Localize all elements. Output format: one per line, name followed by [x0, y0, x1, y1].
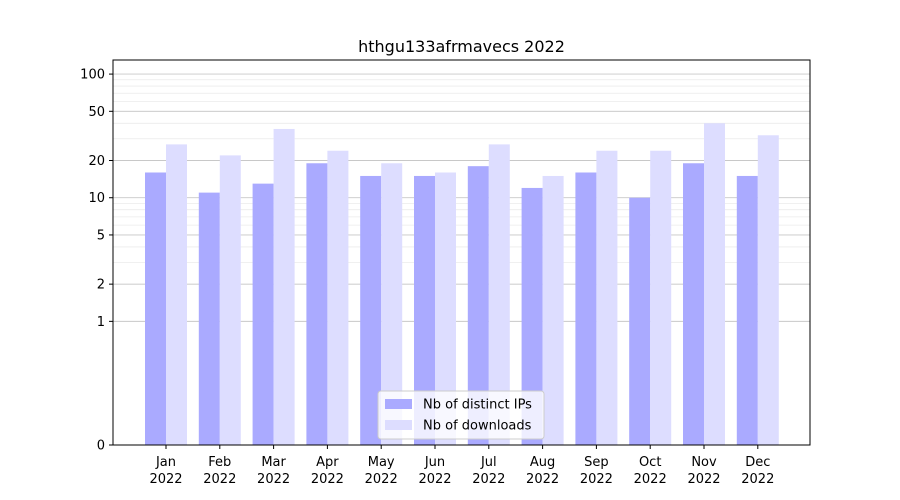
x-tick-label-month: Jun — [424, 455, 445, 470]
bar-downloads — [381, 163, 403, 445]
x-tick-label-month: Apr — [316, 455, 339, 470]
y-tick-label: 5 — [97, 228, 105, 243]
bar-distinct-ips — [252, 183, 274, 445]
x-tick-label-year: 2022 — [257, 472, 290, 487]
legend-label: Nb of downloads — [423, 419, 532, 434]
bar-distinct-ips — [521, 187, 543, 445]
legend: Nb of distinct IPs Nb of downloads — [377, 390, 545, 440]
x-tick-label-year: 2022 — [472, 472, 505, 487]
bar-distinct-ips — [629, 197, 651, 445]
x-tick-label-month: Jul — [480, 455, 497, 470]
axes: 0 1 2 5 10 20 50 100 Jan 2022 Feb 2022 Mar 2022 Apr 202… — [80, 59, 811, 487]
y-tick-label: 50 — [88, 105, 105, 120]
y-tick-label: 0 — [97, 439, 105, 454]
x-tick-label-year: 2022 — [526, 472, 559, 487]
bar-distinct-ips — [145, 172, 166, 446]
x-tick-label-month: Jan — [155, 455, 176, 470]
chart-title: hthgu133afrmavecs 2022 — [358, 37, 565, 56]
x-tick-label-month: Mar — [261, 455, 286, 470]
x-tick-label-month: Nov — [691, 455, 717, 470]
bar-distinct-ips — [736, 175, 758, 445]
y-tick-label: 2 — [97, 278, 105, 293]
y-tick-label: 20 — [88, 154, 105, 169]
bar-distinct-ips — [360, 175, 382, 445]
bar-downloads — [596, 150, 618, 445]
y-tick-label: 10 — [88, 191, 105, 206]
x-tick-label-year: 2022 — [311, 472, 344, 487]
y-tick-label: 1 — [97, 315, 105, 330]
bar-downloads — [273, 128, 295, 445]
bar-downloads — [650, 150, 672, 445]
x-tick-label-year: 2022 — [580, 472, 613, 487]
bar-downloads — [327, 150, 349, 445]
x-tick-label-year: 2022 — [149, 472, 182, 487]
x-tick-label-month: Aug — [530, 455, 555, 470]
x-tick-label-month: Feb — [208, 455, 231, 470]
bars — [145, 123, 779, 446]
x-tick-label-year: 2022 — [418, 472, 451, 487]
bar-distinct-ips — [306, 163, 328, 445]
x-tick-label-year: 2022 — [687, 472, 720, 487]
legend-swatch — [385, 420, 412, 430]
y-tick-label: 100 — [80, 68, 105, 83]
x-tick-label-year: 2022 — [365, 472, 398, 487]
x-tick-label-year: 2022 — [741, 472, 774, 487]
bar-downloads — [219, 155, 241, 445]
bar-downloads — [166, 144, 187, 445]
bar-distinct-ips — [198, 192, 220, 445]
bar-distinct-ips — [575, 172, 597, 446]
bar-downloads — [542, 175, 564, 445]
bar-distinct-ips — [467, 166, 489, 445]
bar-downloads — [435, 172, 456, 446]
legend-label: Nb of distinct IPs — [423, 398, 532, 413]
x-tick-label-year: 2022 — [203, 472, 236, 487]
x-tick-label-month: Dec — [745, 455, 770, 470]
plot-frame — [112, 59, 811, 446]
x-tick-label-month: Oct — [639, 455, 661, 470]
bar-distinct-ips — [683, 163, 704, 445]
x-tick-label-year: 2022 — [634, 472, 667, 487]
bar-downloads — [757, 135, 779, 445]
legend-swatch — [385, 399, 412, 409]
x-tick-label-month: May — [368, 455, 395, 470]
x-tick-label-month: Sep — [584, 455, 609, 470]
bar-distinct-ips — [414, 175, 435, 445]
legend-box — [377, 390, 545, 440]
bar-downloads — [704, 123, 725, 445]
bar-downloads — [488, 144, 510, 445]
